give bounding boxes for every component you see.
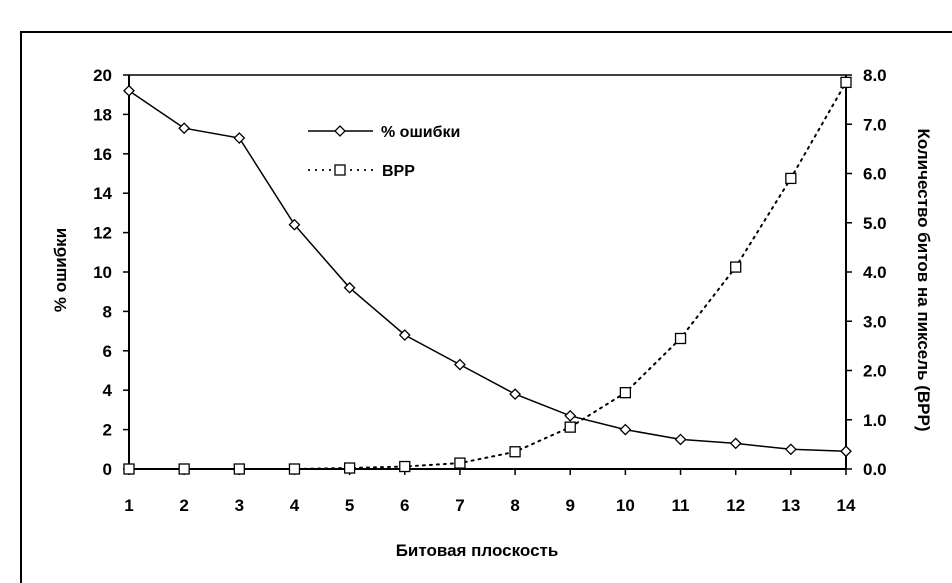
data-point-bpp <box>343 462 356 474</box>
chart-frame <box>20 31 952 583</box>
legend-label-error: % ошибки <box>381 124 460 141</box>
left-y-tick-label: 16 <box>93 145 112 164</box>
data-point-error <box>398 329 411 341</box>
data-point-bpp <box>730 261 742 273</box>
left-y-tick-label: 2 <box>103 421 112 440</box>
x-tick-label: 12 <box>726 496 745 515</box>
data-point-error <box>840 445 852 458</box>
left-y-tick-label: 20 <box>93 66 112 85</box>
right-y-tick-label: 4.0 <box>863 263 887 282</box>
left-y-tick-label: 18 <box>93 105 112 124</box>
right-y-tick-label: 7.0 <box>863 115 887 134</box>
series-line-error <box>128 90 847 453</box>
data-point-error <box>233 132 246 144</box>
data-point-error <box>619 423 632 436</box>
right-y-tick-label: 3.0 <box>863 312 887 331</box>
right-y-tick-label: 6.0 <box>863 165 887 184</box>
left-y-axis-title: % ошибки <box>51 228 70 312</box>
left-y-ticks: 0 2 4 6 8 10 12 14 16 18 20 <box>93 66 129 479</box>
x-tick-label: 3 <box>235 496 244 515</box>
left-y-tick-label: 10 <box>93 263 112 282</box>
data-point-error <box>564 409 577 422</box>
data-point-bpp <box>564 421 576 433</box>
left-y-tick-label: 0 <box>103 460 112 479</box>
left-y-tick-label: 12 <box>93 224 112 243</box>
right-y-ticks: 0.0 1.0 2.0 3.0 4.0 5.0 6.0 7.0 8.0 <box>846 66 887 479</box>
data-point-error <box>288 218 301 231</box>
data-point-error <box>178 122 191 135</box>
right-y-tick-label: 0.0 <box>863 460 887 479</box>
right-y-tick-label: 1.0 <box>863 411 887 430</box>
x-tick-label: 9 <box>565 496 574 515</box>
left-y-tick-label: 14 <box>93 184 112 203</box>
data-point-error <box>509 388 521 401</box>
data-point-bpp <box>674 332 687 345</box>
data-point-bpp <box>454 457 466 469</box>
x-tick-label: 4 <box>290 496 300 515</box>
left-y-tick-label: 4 <box>103 381 113 400</box>
series-layer <box>123 76 852 475</box>
right-y-tick-label: 8.0 <box>863 66 887 85</box>
data-point-bpp <box>288 463 301 475</box>
legend-marker-diamond-icon <box>334 125 346 137</box>
data-point-bpp <box>509 446 521 458</box>
x-axis-title: Битовая плоскость <box>396 541 559 560</box>
left-y-tick-label: 6 <box>103 342 112 361</box>
data-point-error <box>343 281 356 294</box>
legend-marker-square-icon <box>334 164 346 176</box>
data-point-error <box>454 358 466 371</box>
legend: % ошибки BPP <box>308 124 460 180</box>
x-tick-label: 11 <box>672 496 690 515</box>
data-point-error <box>729 437 742 450</box>
right-y-tick-label: 2.0 <box>863 362 887 381</box>
x-ticks: 1 2 3 4 5 6 7 8 9 10 11 12 13 14 <box>124 469 856 515</box>
data-point-error <box>123 84 135 97</box>
x-tick-label: 10 <box>616 496 635 515</box>
x-tick-label: 1 <box>124 496 133 515</box>
x-tick-label: 8 <box>510 496 519 515</box>
legend-label-bpp: BPP <box>382 163 415 180</box>
right-y-tick-label: 5.0 <box>863 214 887 233</box>
data-point-error <box>784 443 797 456</box>
x-tick-label: 14 <box>837 496 856 515</box>
data-point-bpp <box>233 463 245 475</box>
data-point-bpp <box>178 463 190 475</box>
x-tick-label: 13 <box>781 496 800 515</box>
data-point-error <box>674 433 687 446</box>
x-tick-label: 7 <box>455 496 464 515</box>
x-tick-label: 6 <box>400 496 409 515</box>
right-y-axis-title: Количество битов на пиксель (BPP) <box>914 128 933 431</box>
left-y-tick-label: 8 <box>103 302 112 321</box>
x-tick-label: 5 <box>345 496 354 515</box>
data-point-bpp <box>619 387 632 399</box>
data-point-bpp <box>840 76 852 89</box>
data-point-bpp <box>785 172 797 185</box>
x-tick-label: 2 <box>179 496 188 515</box>
data-point-bpp <box>123 463 135 475</box>
series-line-bpp <box>128 81 847 470</box>
data-point-bpp <box>399 460 411 473</box>
